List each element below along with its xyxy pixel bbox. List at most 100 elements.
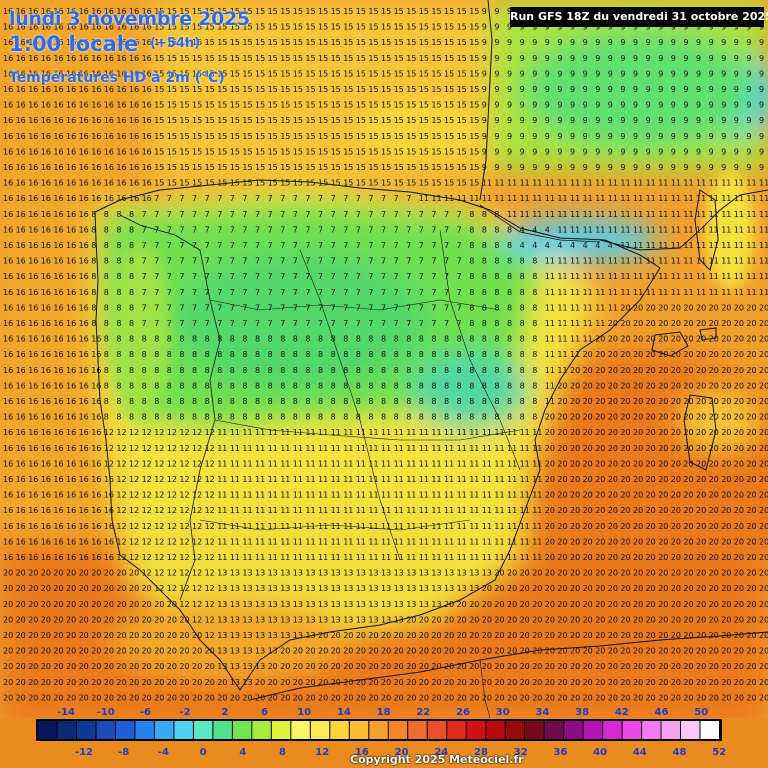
grid-value: 9: [746, 85, 751, 94]
grid-value: 20: [507, 569, 517, 578]
grid-value: 20: [142, 584, 152, 593]
grid-value: 7: [179, 194, 184, 203]
grid-value: 7: [154, 194, 159, 203]
grid-value: 11: [217, 459, 227, 468]
grid-value: 11: [671, 272, 681, 281]
grid-value: 7: [154, 272, 159, 281]
grid-value: 20: [28, 647, 38, 656]
grid-value: 20: [620, 366, 630, 375]
grid-value: 8: [154, 413, 159, 422]
grid-value: 11: [595, 225, 605, 234]
grid-value: 16: [16, 350, 26, 359]
grid-value: 20: [620, 647, 630, 656]
grid-value: 20: [41, 647, 51, 656]
grid-value: 15: [154, 23, 164, 32]
grid-value: 15: [368, 69, 378, 78]
grid-value: 16: [79, 491, 89, 500]
grid-value: 11: [671, 257, 681, 266]
grid-value: 15: [242, 132, 252, 141]
grid-value: 8: [494, 272, 499, 281]
grid-value: 20: [583, 475, 593, 484]
grid-value: 11: [746, 210, 756, 219]
grid-value: 16: [91, 522, 101, 531]
grid-value: 8: [104, 397, 109, 406]
grid-value: 20: [583, 615, 593, 624]
grid-value: 7: [167, 225, 172, 234]
grid-value: 11: [419, 506, 429, 515]
grid-value: 9: [683, 132, 688, 141]
grid-value: 9: [696, 38, 701, 47]
grid-value: 7: [457, 257, 462, 266]
grid-value: 8: [507, 413, 512, 422]
grid-value: 13: [419, 600, 429, 609]
grid-value: 20: [167, 678, 177, 687]
grid-value: 20: [646, 522, 656, 531]
grid-value: 16: [66, 413, 76, 422]
legend-swatch: [622, 721, 642, 739]
grid-value: 20: [192, 647, 202, 656]
grid-value: 15: [356, 179, 366, 188]
grid-value: 8: [507, 397, 512, 406]
grid-value: 15: [381, 54, 391, 63]
grid-value: 16: [116, 163, 126, 172]
grid-value: 20: [721, 444, 731, 453]
grid-value: 13: [356, 569, 366, 578]
grid-value: 9: [545, 132, 550, 141]
grid-value: 20: [406, 662, 416, 671]
grid-value: 16: [66, 241, 76, 250]
grid-value: 13: [331, 584, 341, 593]
grid-value: 11: [532, 194, 542, 203]
grid-value: 11: [217, 537, 227, 546]
grid-value: 20: [41, 600, 51, 609]
grid-value: 11: [381, 475, 391, 484]
grid-value: 11: [734, 179, 744, 188]
grid-value: 11: [242, 459, 252, 468]
grid-value: 8: [532, 272, 537, 281]
grid-value: 11: [381, 553, 391, 562]
grid-value: 11: [331, 537, 341, 546]
grid-value: 9: [658, 116, 663, 125]
grid-value: 20: [3, 647, 13, 656]
grid-value: 16: [53, 179, 63, 188]
legend-top-label: -10: [97, 707, 115, 718]
grid-value: 12: [142, 475, 152, 484]
grid-value: 8: [520, 350, 525, 359]
grid-value: 4: [532, 241, 537, 250]
grid-value: 12: [142, 428, 152, 437]
grid-value: 15: [242, 38, 252, 47]
grid-value: 13: [406, 584, 416, 593]
grid-value: 15: [192, 101, 202, 110]
grid-value: 20: [683, 381, 693, 390]
grid-value: 20: [3, 631, 13, 640]
legend-swatch: [564, 721, 583, 739]
grid-value: 15: [331, 101, 341, 110]
grid-value: 16: [53, 553, 63, 562]
grid-value: 12: [179, 444, 189, 453]
grid-value: 7: [255, 257, 260, 266]
grid-value: 11: [746, 257, 756, 266]
grid-value: 16: [16, 194, 26, 203]
grid-value: 15: [230, 54, 240, 63]
grid-value: 8: [406, 381, 411, 390]
grid-value: 11: [482, 522, 492, 531]
grid-value: 9: [557, 23, 562, 32]
grid-value: 13: [394, 584, 404, 593]
grid-value: 9: [721, 69, 726, 78]
grid-value: 13: [217, 647, 227, 656]
grid-value: 20: [91, 615, 101, 624]
grid-value: 16: [53, 272, 63, 281]
grid-value: 8: [343, 366, 348, 375]
legend-bottom-label: 48: [673, 747, 687, 758]
grid-value: 9: [620, 85, 625, 94]
grid-value: 20: [683, 631, 693, 640]
grid-value: 11: [721, 241, 731, 250]
grid-value: 11: [394, 506, 404, 515]
grid-value: 12: [116, 444, 126, 453]
grid-value: 11: [343, 459, 353, 468]
grid-value: 8: [129, 272, 134, 281]
grid-value: 20: [142, 693, 152, 702]
grid-value: 11: [331, 444, 341, 453]
grid-value: 11: [280, 537, 290, 546]
grid-value: 20: [583, 366, 593, 375]
grid-value: 9: [709, 69, 714, 78]
